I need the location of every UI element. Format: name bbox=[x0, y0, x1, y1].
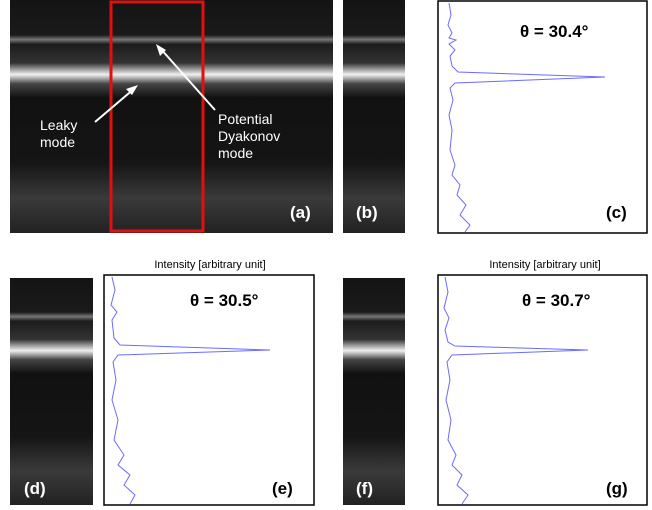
image-b bbox=[343, 0, 405, 233]
annotation: Leaky bbox=[40, 117, 77, 133]
image-d bbox=[10, 278, 93, 505]
axis-title: Intensity [arbitrary unit] bbox=[154, 259, 265, 271]
panel-label: (f) bbox=[356, 479, 373, 498]
annotation: Potential bbox=[218, 111, 272, 127]
angle-label: θ = 30.4° bbox=[520, 22, 589, 41]
axis-title: Intensity [arbitrary unit] bbox=[489, 259, 600, 271]
annotation: Dyakonov bbox=[218, 128, 280, 144]
angle-label: θ = 30.5° bbox=[190, 291, 259, 310]
figure: Leaky mode Potential Dyakonov mode (a) (… bbox=[0, 0, 652, 510]
panel-label: (d) bbox=[24, 479, 46, 498]
annotation: mode bbox=[218, 145, 253, 161]
panel-label: (g) bbox=[606, 479, 628, 498]
annotation: mode bbox=[40, 134, 75, 150]
panel-label: (a) bbox=[290, 203, 311, 222]
panel-label: (e) bbox=[272, 479, 293, 498]
angle-label: θ = 30.7° bbox=[522, 291, 591, 310]
image-f bbox=[343, 278, 405, 505]
panel-label: (c) bbox=[606, 203, 627, 222]
panel-label: (b) bbox=[356, 203, 378, 222]
